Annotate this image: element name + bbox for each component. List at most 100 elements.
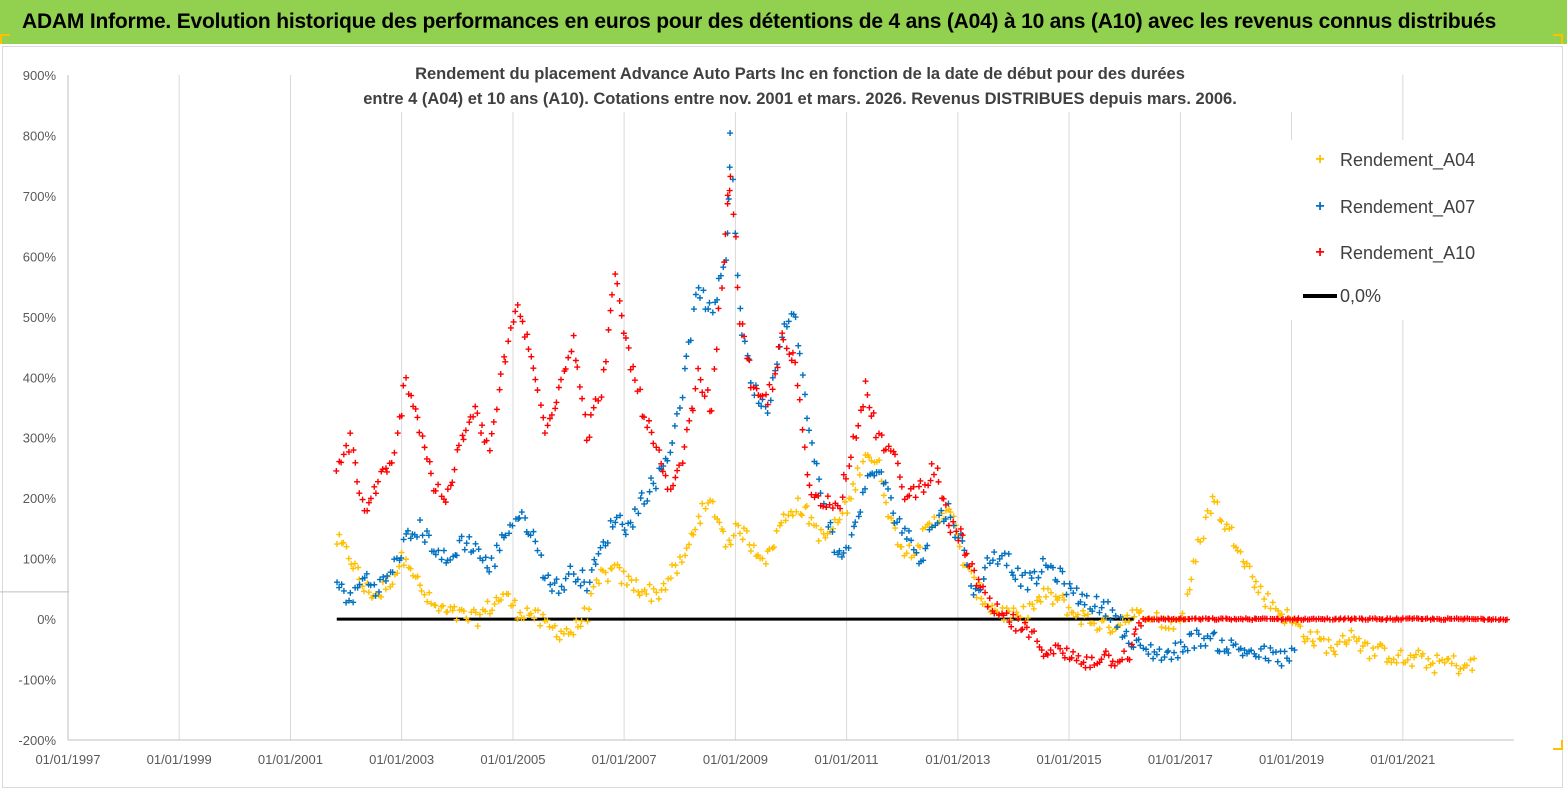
data-point: [555, 590, 562, 597]
data-point: [1003, 605, 1010, 612]
y-tick-label: 500%: [23, 310, 57, 325]
data-point: [1093, 593, 1100, 600]
data-point: [994, 601, 1001, 608]
data-point: [618, 312, 625, 319]
legend-item-a07: + Rendement_A07: [1300, 192, 1475, 222]
data-point: [488, 430, 495, 437]
data-point: [980, 575, 987, 582]
data-point: [1025, 634, 1032, 641]
data-point: [1119, 656, 1126, 663]
data-point: [1171, 649, 1178, 656]
data-point: [555, 384, 562, 391]
data-point: [1246, 563, 1253, 570]
data-point: [1044, 564, 1051, 571]
data-point: [586, 434, 593, 441]
data-point: [510, 318, 517, 325]
data-point: [991, 549, 998, 556]
data-point: [858, 407, 865, 414]
data-point: [868, 413, 875, 420]
data-point: [1388, 659, 1395, 666]
data-point: [419, 433, 426, 440]
data-point: [1393, 659, 1400, 666]
data-point: [667, 449, 674, 456]
data-point: [831, 549, 838, 556]
data-point: [1117, 622, 1124, 629]
data-point: [1150, 655, 1157, 662]
y-tick-label: 100%: [23, 552, 57, 567]
data-point: [553, 399, 560, 406]
data-point: [764, 401, 771, 408]
data-point: [1202, 514, 1209, 521]
data-point: [1172, 640, 1179, 647]
data-point: [1214, 499, 1221, 506]
data-point: [472, 609, 479, 616]
data-point: [1003, 562, 1010, 569]
data-point: [416, 429, 423, 436]
data-point: [1323, 649, 1330, 656]
data-point: [470, 413, 477, 420]
data-point: [1024, 614, 1031, 621]
data-point: [463, 540, 470, 547]
data-point: [713, 346, 720, 353]
data-point: [591, 556, 598, 563]
data-point: [482, 608, 489, 615]
data-point: [527, 610, 534, 617]
data-point: [896, 474, 903, 481]
data-point: [426, 458, 433, 465]
data-point: [1096, 625, 1103, 632]
data-point: [1343, 641, 1350, 648]
data-point: [490, 418, 497, 425]
data-point: [799, 426, 806, 433]
data-point: [1132, 626, 1139, 633]
data-point: [669, 440, 676, 447]
selection-corner-top-left[interactable]: [0, 34, 10, 44]
x-tick-label: 01/01/1999: [147, 752, 212, 767]
chart-title-line-2: entre 4 (A04) et 10 ans (A10). Cotations…: [363, 90, 1237, 108]
data-point: [743, 527, 750, 534]
data-point: [898, 483, 905, 490]
data-point: [1105, 652, 1112, 659]
data-point: [968, 568, 975, 575]
data-point: [563, 625, 570, 632]
data-point: [371, 581, 378, 588]
data-point: [1109, 607, 1116, 614]
data-point: [453, 616, 460, 623]
data-point: [912, 494, 919, 501]
data-point: [616, 297, 623, 304]
data-point: [1125, 640, 1132, 647]
data-point: [537, 402, 544, 409]
data-point: [1265, 657, 1272, 664]
data-point: [570, 631, 577, 638]
data-point: [553, 633, 560, 640]
data-point: [1448, 660, 1455, 667]
data-point: [982, 600, 989, 607]
data-point: [605, 326, 612, 333]
data-point: [852, 486, 859, 493]
data-point: [1126, 656, 1133, 663]
data-point: [1262, 655, 1269, 662]
data-point: [870, 409, 877, 416]
data-point: [1067, 585, 1074, 592]
data-point: [365, 589, 372, 596]
selection-corner-bottom-right[interactable]: [1553, 740, 1563, 750]
data-point: [1153, 651, 1160, 658]
data-point: [1274, 658, 1281, 665]
data-point: [581, 579, 588, 586]
data-point: [906, 542, 913, 549]
data-point: [739, 536, 746, 543]
data-point: [887, 494, 894, 501]
data-point: [1135, 636, 1142, 643]
data-point: [595, 580, 602, 587]
data-point: [1355, 635, 1362, 642]
data-point: [853, 434, 860, 441]
data-point: [862, 378, 869, 385]
selection-corner-top-right[interactable]: [1553, 34, 1563, 44]
data-point: [780, 511, 787, 518]
data-point: [1325, 636, 1332, 643]
data-point: [1048, 589, 1055, 596]
data-point: [595, 397, 602, 404]
data-point: [1064, 611, 1071, 618]
data-point: [372, 490, 379, 497]
data-point: [878, 432, 885, 439]
data-point: [1419, 650, 1426, 657]
